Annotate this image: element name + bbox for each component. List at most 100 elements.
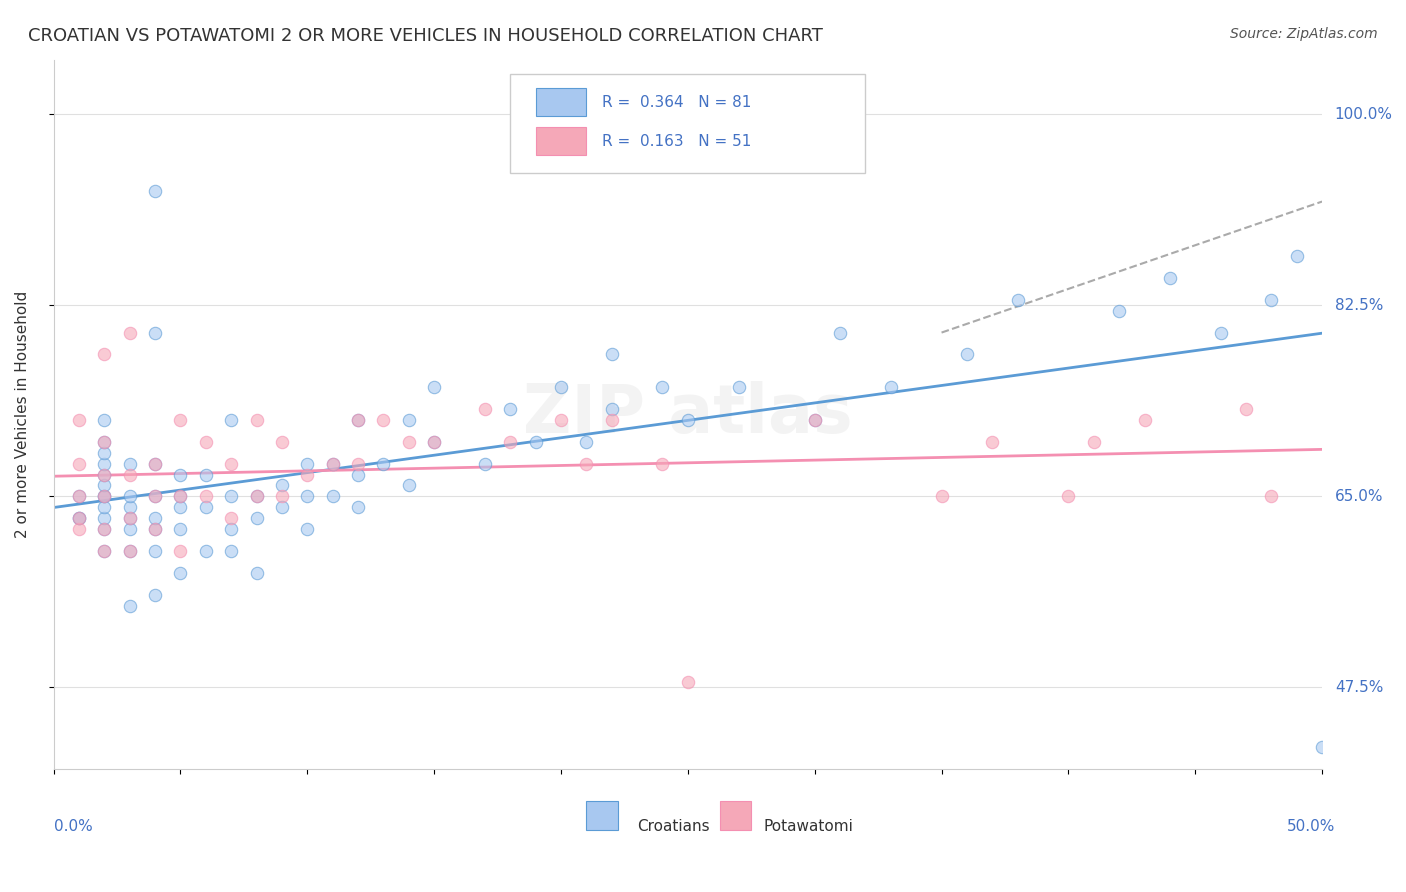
Point [245, 566, 267, 580]
Point [423, 434, 446, 449]
Point [219, 544, 242, 558]
Point [118, 500, 141, 515]
Point [1007, 293, 1029, 307]
Point [297, 467, 319, 482]
Point [1209, 326, 1232, 340]
Point [93, 434, 115, 449]
Point [194, 500, 217, 515]
Text: CROATIAN VS POTAWATOMI 2 OR MORE VEHICLES IN HOUSEHOLD CORRELATION CHART: CROATIAN VS POTAWATOMI 2 OR MORE VEHICLE… [28, 27, 823, 45]
Point [271, 478, 294, 492]
Point [219, 511, 242, 525]
Point [169, 500, 191, 515]
Point [93, 467, 115, 482]
Point [67, 511, 90, 525]
Point [93, 544, 115, 558]
Text: 47.5%: 47.5% [1334, 680, 1384, 695]
Point [219, 457, 242, 471]
Point [143, 326, 166, 340]
Point [373, 457, 395, 471]
Point [803, 413, 825, 427]
Point [347, 500, 370, 515]
Point [931, 489, 953, 503]
Point [880, 380, 903, 394]
Point [981, 434, 1004, 449]
Text: Source: ZipAtlas.com: Source: ZipAtlas.com [1230, 27, 1378, 41]
Point [143, 457, 166, 471]
Point [1133, 413, 1156, 427]
Point [423, 434, 446, 449]
Point [67, 511, 90, 525]
Point [93, 544, 115, 558]
Point [194, 544, 217, 558]
Point [219, 522, 242, 536]
Point [271, 500, 294, 515]
Point [550, 413, 572, 427]
Point [118, 457, 141, 471]
Point [219, 489, 242, 503]
Point [575, 434, 598, 449]
Point [93, 522, 115, 536]
Point [245, 489, 267, 503]
Point [271, 434, 294, 449]
Point [1285, 249, 1308, 263]
Y-axis label: 2 or more Vehicles in Household: 2 or more Vehicles in Household [15, 291, 30, 538]
Point [297, 522, 319, 536]
Point [676, 413, 699, 427]
Text: ZIP atlas: ZIP atlas [523, 382, 852, 448]
Point [93, 489, 115, 503]
Point [600, 413, 623, 427]
Point [828, 326, 851, 340]
Point [245, 413, 267, 427]
FancyBboxPatch shape [510, 74, 866, 173]
Point [1108, 303, 1130, 318]
Point [347, 413, 370, 427]
Point [118, 544, 141, 558]
Text: Croatians: Croatians [637, 819, 710, 834]
Point [143, 457, 166, 471]
Point [93, 413, 115, 427]
Point [93, 457, 115, 471]
Point [194, 434, 217, 449]
Point [169, 566, 191, 580]
Point [322, 489, 344, 503]
Point [118, 511, 141, 525]
Point [143, 511, 166, 525]
Point [956, 347, 979, 361]
Text: R =  0.364   N = 81: R = 0.364 N = 81 [602, 95, 751, 110]
Point [169, 489, 191, 503]
Text: R =  0.163   N = 51: R = 0.163 N = 51 [602, 134, 751, 149]
Point [1083, 434, 1105, 449]
Point [524, 434, 547, 449]
Text: 65.0%: 65.0% [1334, 489, 1384, 504]
Point [1057, 489, 1080, 503]
Point [67, 413, 90, 427]
Text: Potawatomi: Potawatomi [763, 819, 853, 834]
Point [93, 489, 115, 503]
Point [373, 413, 395, 427]
Point [245, 511, 267, 525]
Point [194, 467, 217, 482]
Point [118, 544, 141, 558]
Point [219, 413, 242, 427]
FancyBboxPatch shape [586, 801, 619, 830]
Point [93, 522, 115, 536]
Point [347, 413, 370, 427]
Point [676, 675, 699, 690]
Point [118, 599, 141, 613]
Text: 50.0%: 50.0% [1286, 819, 1334, 834]
Point [143, 544, 166, 558]
Point [245, 489, 267, 503]
Point [600, 347, 623, 361]
Point [1159, 271, 1181, 285]
Point [194, 489, 217, 503]
Text: 82.5%: 82.5% [1334, 298, 1384, 313]
FancyBboxPatch shape [720, 801, 751, 830]
Point [143, 588, 166, 602]
Point [474, 457, 496, 471]
Point [322, 457, 344, 471]
Point [143, 489, 166, 503]
Point [169, 413, 191, 427]
Point [169, 467, 191, 482]
Point [1260, 489, 1282, 503]
Point [67, 457, 90, 471]
